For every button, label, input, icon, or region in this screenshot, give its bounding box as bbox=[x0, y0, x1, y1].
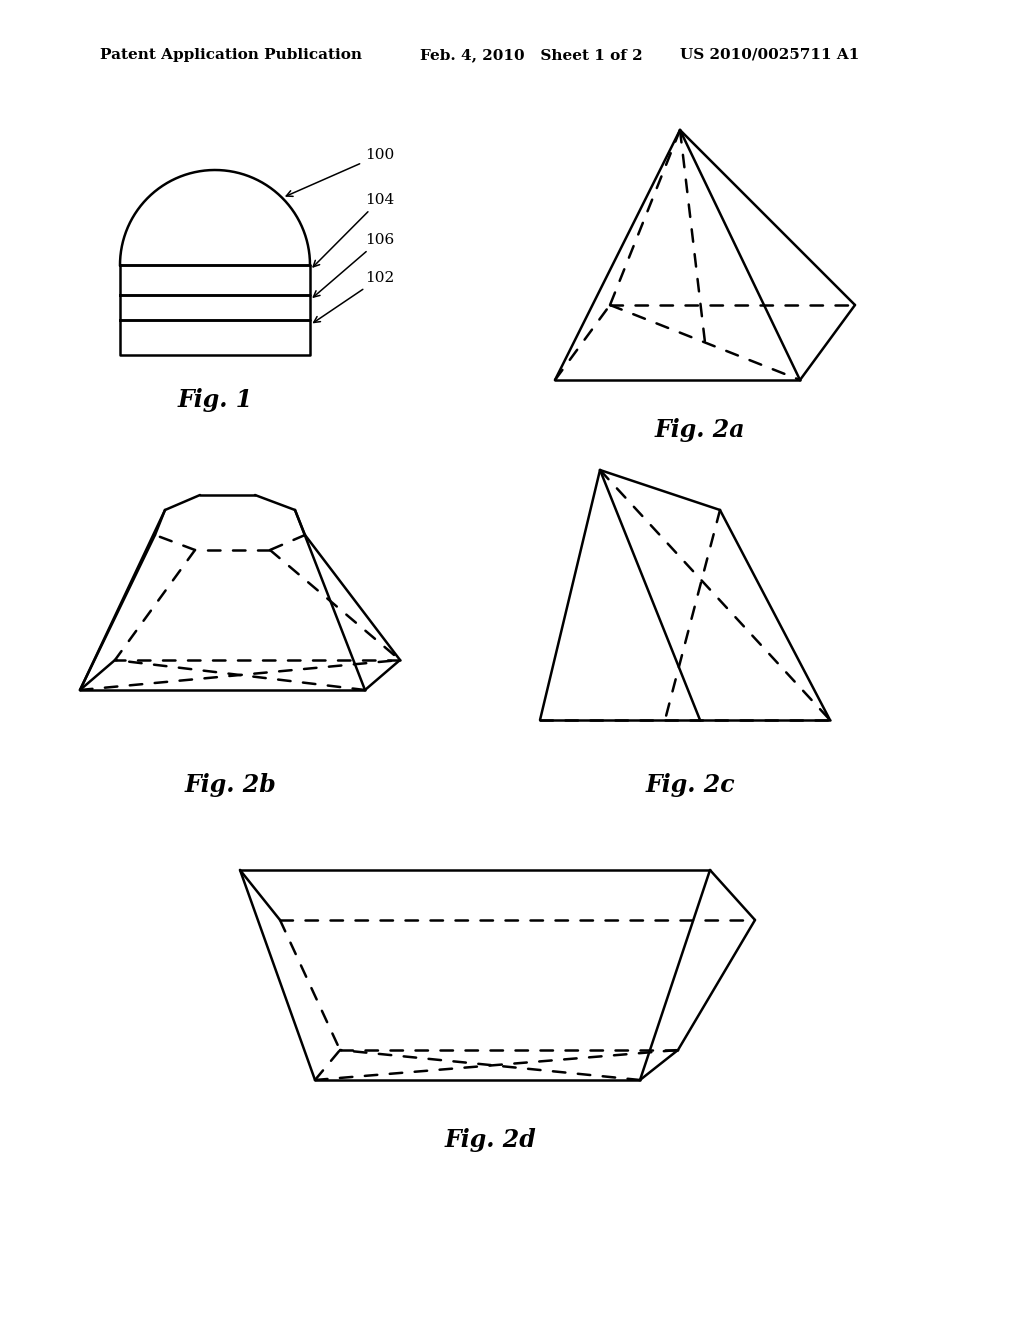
Text: Patent Application Publication: Patent Application Publication bbox=[100, 48, 362, 62]
Text: Fig. 1: Fig. 1 bbox=[177, 388, 253, 412]
Text: Feb. 4, 2010   Sheet 1 of 2: Feb. 4, 2010 Sheet 1 of 2 bbox=[420, 48, 643, 62]
Text: Fig. 2b: Fig. 2b bbox=[184, 774, 275, 797]
Text: Fig. 2a: Fig. 2a bbox=[654, 418, 745, 442]
Text: 104: 104 bbox=[313, 193, 394, 267]
Text: Fig. 2d: Fig. 2d bbox=[444, 1129, 536, 1152]
Text: 100: 100 bbox=[287, 148, 394, 197]
Text: Fig. 2c: Fig. 2c bbox=[645, 774, 735, 797]
Text: US 2010/0025711 A1: US 2010/0025711 A1 bbox=[680, 48, 859, 62]
Text: 102: 102 bbox=[313, 271, 394, 322]
Text: 106: 106 bbox=[313, 234, 394, 297]
